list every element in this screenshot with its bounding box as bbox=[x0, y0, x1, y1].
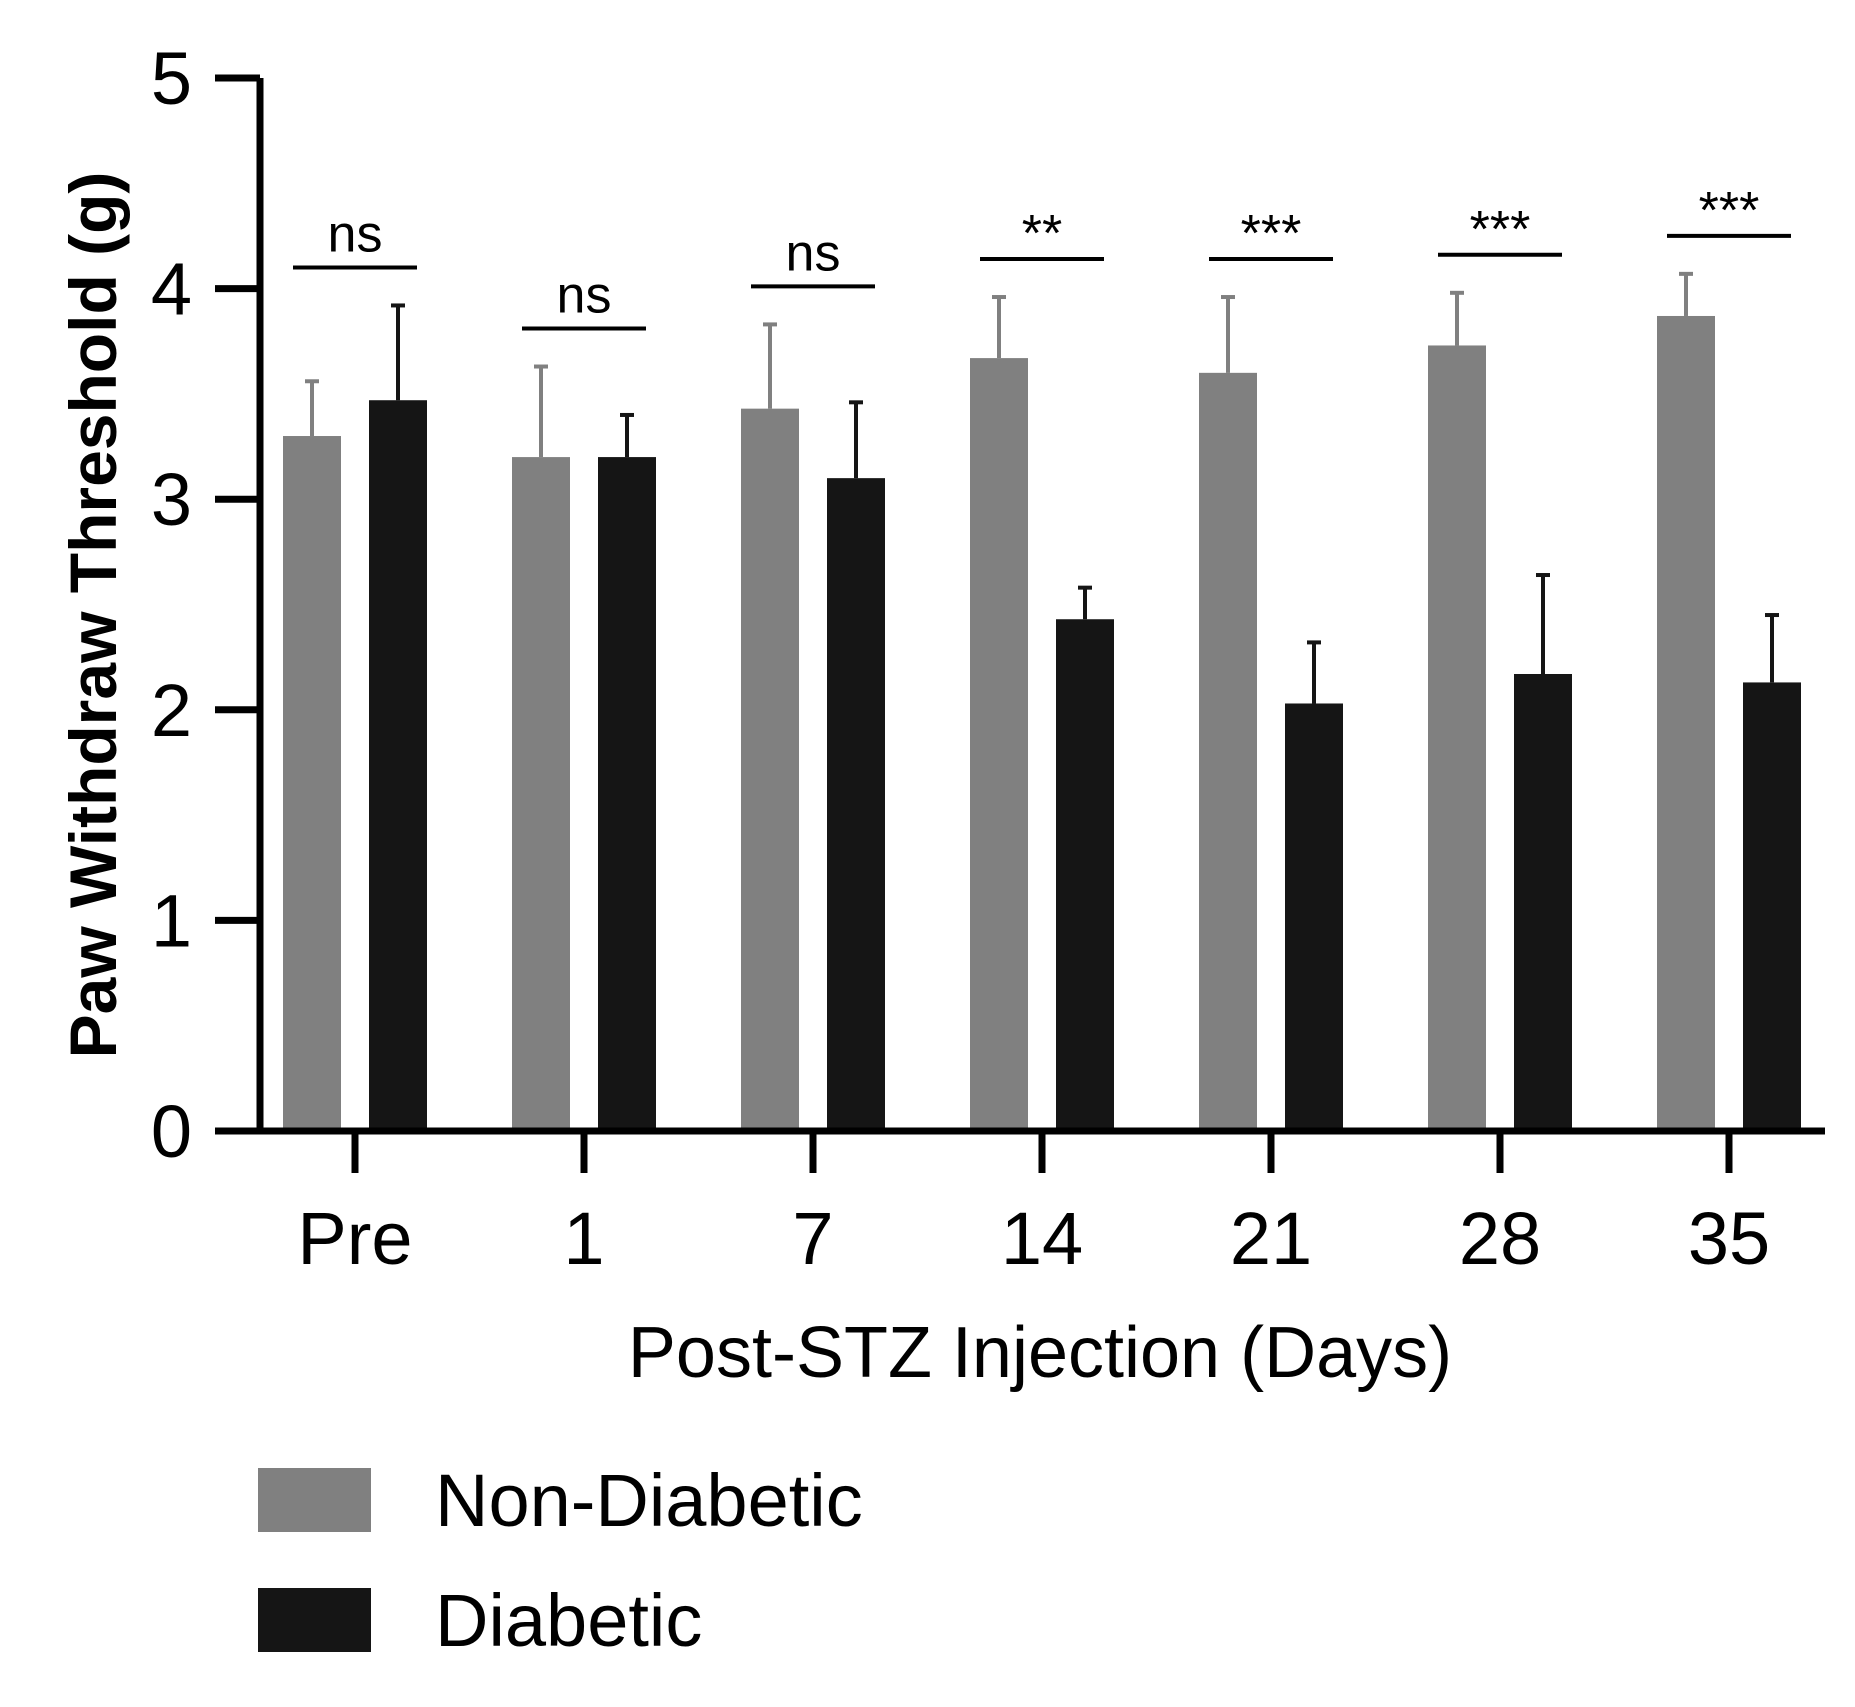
bar-diabetic-7 bbox=[827, 478, 885, 1131]
x-tick-label: 21 bbox=[1230, 1197, 1312, 1280]
bar-non-diabetic-pre bbox=[283, 436, 341, 1131]
x-tick-label: 28 bbox=[1459, 1197, 1541, 1280]
significance-label: ns bbox=[786, 224, 841, 282]
bar-diabetic-28 bbox=[1514, 673, 1572, 1131]
y-tick-label: 3 bbox=[151, 458, 192, 541]
significance-label: *** bbox=[1699, 182, 1760, 240]
y-ticks-layer: 0 1 2 3 4 5 bbox=[151, 37, 260, 1173]
legend: Non-Diabetic Diabetic bbox=[258, 1459, 863, 1662]
significance-label: ns bbox=[328, 205, 383, 263]
x-tick-label: 1 bbox=[563, 1197, 604, 1280]
x-ticks-layer: Pre 1 7 14 21 28 35 bbox=[297, 1131, 1770, 1280]
x-tick-label: 35 bbox=[1688, 1197, 1770, 1280]
bar-diabetic-35 bbox=[1743, 682, 1801, 1131]
x-tick-label: 14 bbox=[1001, 1197, 1083, 1280]
error-bars-layer bbox=[305, 271, 1779, 704]
bars-layer bbox=[283, 315, 1801, 1132]
bar-non-diabetic-21 bbox=[1199, 372, 1257, 1132]
y-axis-title: Paw Withdraw Threshold (g) bbox=[56, 172, 130, 1059]
legend-swatch-diabetic bbox=[258, 1588, 371, 1652]
bar-non-diabetic-14 bbox=[970, 358, 1028, 1131]
bar-non-diabetic-35 bbox=[1657, 315, 1715, 1131]
y-tick-label: 2 bbox=[151, 669, 192, 752]
significance-label: ** bbox=[1022, 205, 1062, 263]
legend-label: Non-Diabetic bbox=[435, 1459, 863, 1542]
significance-label: *** bbox=[1241, 205, 1302, 263]
bar-diabetic-pre bbox=[369, 400, 427, 1131]
bar-diabetic-21 bbox=[1285, 703, 1343, 1131]
x-tick-label: Pre bbox=[297, 1197, 412, 1280]
y-tick-label: 0 bbox=[151, 1090, 192, 1173]
significance-label: *** bbox=[1470, 201, 1531, 259]
y-tick-label: 1 bbox=[151, 879, 192, 962]
legend-label: Diabetic bbox=[435, 1579, 702, 1662]
significance-label: ns bbox=[557, 267, 612, 325]
bar-diabetic-1 bbox=[598, 457, 656, 1132]
axes-layer bbox=[215, 78, 1825, 1135]
legend-swatch-non-diabetic bbox=[258, 1468, 371, 1532]
y-tick-label: 4 bbox=[151, 248, 192, 331]
bar-non-diabetic-1 bbox=[512, 457, 570, 1132]
y-tick-label: 5 bbox=[151, 37, 192, 120]
x-axis-title: Post-STZ Injection (Days) bbox=[628, 1313, 1452, 1393]
bar-diabetic-14 bbox=[1056, 619, 1114, 1131]
x-tick-label: 7 bbox=[792, 1197, 833, 1280]
bar-non-diabetic-28 bbox=[1428, 345, 1486, 1131]
bar-non-diabetic-7 bbox=[741, 408, 799, 1132]
